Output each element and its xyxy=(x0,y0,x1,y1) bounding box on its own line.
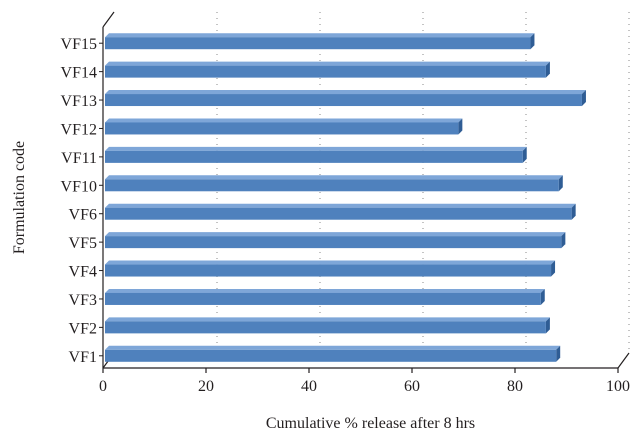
bar-top-face xyxy=(105,232,566,237)
bar xyxy=(105,203,576,220)
bar xyxy=(105,90,586,107)
bar-top-face xyxy=(105,33,535,38)
y-category-label: VF13 xyxy=(61,93,97,110)
bar-side-face xyxy=(558,175,563,192)
bar-top-face xyxy=(105,288,545,293)
x-axis-depth-edge xyxy=(617,352,630,369)
bar-front-face xyxy=(105,94,582,107)
y-axis-title: Formulation code xyxy=(11,141,28,254)
bar-side-face xyxy=(556,345,561,362)
x-tick-labels: 0 20 40 60 80 100 xyxy=(99,378,630,395)
bar-side-face xyxy=(540,288,545,305)
bar xyxy=(105,61,550,78)
y-category-labels: VF1 VF2 VF3 VF4 VF5 VF6 VF10 VF11 VF12 VF13 VF14 VF… xyxy=(61,36,97,366)
bar-front-face xyxy=(105,122,459,135)
bar-top-face xyxy=(105,90,586,95)
bar-side-face xyxy=(561,232,566,249)
bar xyxy=(105,288,545,305)
y-category-label: VF3 xyxy=(69,292,97,309)
y-category-label: VF14 xyxy=(61,65,97,82)
y-category-label: VF10 xyxy=(61,178,97,195)
bar-side-face xyxy=(530,33,535,50)
bar-side-face xyxy=(545,61,550,78)
y-category-label: VF1 xyxy=(69,349,97,366)
x-tick-label: 100 xyxy=(606,378,630,395)
bar-front-face xyxy=(105,264,552,277)
bar xyxy=(105,33,535,50)
x-axis-title: Cumulative % release after 8 hrs xyxy=(266,415,475,432)
y-category-label: VF12 xyxy=(61,121,97,138)
bar-front-face xyxy=(105,150,523,163)
bar-top-face xyxy=(105,146,527,151)
bar-top-face xyxy=(105,203,576,208)
bar-side-face xyxy=(522,146,527,163)
bar-top-face xyxy=(105,61,550,66)
x-tick-label: 40 xyxy=(301,378,317,395)
bar-side-face xyxy=(581,90,586,107)
bar-side-face xyxy=(571,203,576,220)
bar-front-face xyxy=(105,179,559,192)
y-category-label: VF6 xyxy=(69,207,97,224)
axes xyxy=(99,11,630,373)
bar-front-face xyxy=(105,37,531,50)
bar xyxy=(105,260,556,277)
bar-top-face xyxy=(105,317,550,322)
y-category-label: VF15 xyxy=(61,36,97,53)
bar-top-face xyxy=(105,345,561,350)
bar-top-face xyxy=(105,118,463,123)
bar xyxy=(105,146,527,163)
y-category-label: VF2 xyxy=(69,320,97,337)
bar-side-face xyxy=(545,317,550,334)
bar-top-face xyxy=(105,260,556,265)
bars xyxy=(105,33,586,362)
bar-top-face xyxy=(105,175,563,180)
y-axis-top-edge xyxy=(102,11,115,28)
x-tick-label: 60 xyxy=(404,378,420,395)
bar-front-face xyxy=(105,207,572,220)
x-tick-label: 0 xyxy=(99,378,107,395)
bar-front-face xyxy=(105,292,541,305)
bar-front-face xyxy=(105,321,546,334)
bar-side-face xyxy=(551,260,556,277)
x-tick-label: 20 xyxy=(198,378,214,395)
bar xyxy=(105,345,561,362)
bar-front-face xyxy=(105,349,557,362)
y-category-label: VF5 xyxy=(69,235,97,252)
bar-front-face xyxy=(105,65,546,78)
bar xyxy=(105,317,550,334)
bar-front-face xyxy=(105,236,562,249)
bar xyxy=(105,175,563,192)
y-category-label: VF11 xyxy=(61,150,97,167)
y-category-label: VF4 xyxy=(69,264,97,281)
bar xyxy=(105,118,463,135)
bar-side-face xyxy=(458,118,463,135)
bar xyxy=(105,232,566,249)
x-tick-label: 80 xyxy=(507,378,523,395)
